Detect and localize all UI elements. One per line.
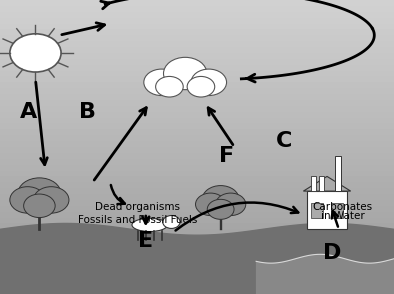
Text: A: A <box>20 102 37 122</box>
Bar <box>0 247 394 253</box>
Text: F: F <box>219 146 234 166</box>
Bar <box>0 135 394 141</box>
Bar <box>0 71 394 76</box>
Bar <box>0 0 394 6</box>
Bar <box>0 253 394 259</box>
Bar <box>0 112 394 118</box>
Circle shape <box>33 187 69 213</box>
Bar <box>0 82 394 88</box>
Bar <box>0 94 394 100</box>
Bar <box>0 106 394 112</box>
Bar <box>0 29 394 35</box>
Circle shape <box>164 57 207 90</box>
Circle shape <box>10 187 45 213</box>
Bar <box>0 88 394 94</box>
Bar <box>0 288 394 294</box>
Bar <box>0 123 394 129</box>
Bar <box>0 270 394 276</box>
Circle shape <box>24 194 55 218</box>
Bar <box>0 223 394 229</box>
Bar <box>0 12 394 18</box>
Circle shape <box>187 76 215 97</box>
Bar <box>0 76 394 82</box>
Bar <box>0 259 394 265</box>
Circle shape <box>163 216 180 228</box>
Text: C: C <box>276 131 292 151</box>
Bar <box>0 18 394 24</box>
Text: Dead organisms: Dead organisms <box>95 202 180 212</box>
Text: E: E <box>138 231 153 251</box>
Bar <box>0 282 394 288</box>
Bar <box>0 147 394 153</box>
Bar <box>0 229 394 235</box>
Bar <box>335 156 341 191</box>
Bar <box>311 176 316 191</box>
Circle shape <box>156 76 183 97</box>
Text: B: B <box>79 102 96 122</box>
Bar <box>0 176 394 182</box>
Bar <box>0 153 394 159</box>
Bar <box>0 188 394 194</box>
Bar <box>0 206 394 212</box>
Bar <box>0 194 394 200</box>
Bar <box>0 53 394 59</box>
Bar <box>0 65 394 71</box>
Bar <box>331 203 343 218</box>
Circle shape <box>191 69 227 96</box>
Bar <box>0 35 394 41</box>
Bar <box>0 165 394 171</box>
Text: D: D <box>323 243 342 263</box>
Text: Fossils and Fossil Fuels: Fossils and Fossil Fuels <box>78 216 197 225</box>
Circle shape <box>207 199 234 219</box>
Bar <box>319 176 324 191</box>
Bar <box>307 191 347 229</box>
Bar <box>0 159 394 165</box>
Bar <box>0 241 394 247</box>
Bar <box>0 24 394 29</box>
Bar <box>0 212 394 218</box>
Circle shape <box>18 178 61 210</box>
Bar <box>0 265 394 270</box>
Bar <box>0 59 394 65</box>
Bar <box>0 129 394 135</box>
Bar <box>0 6 394 12</box>
Ellipse shape <box>132 218 167 232</box>
Bar <box>0 276 394 282</box>
Bar <box>0 141 394 147</box>
Bar <box>0 182 394 188</box>
Circle shape <box>10 34 61 72</box>
Text: in Water: in Water <box>321 211 365 221</box>
Circle shape <box>195 193 226 216</box>
Circle shape <box>216 193 246 216</box>
Bar <box>0 118 394 123</box>
Text: Carbonates: Carbonates <box>313 202 373 212</box>
Bar <box>0 235 394 241</box>
Bar <box>0 171 394 176</box>
Bar <box>0 41 394 47</box>
Bar <box>0 47 394 53</box>
Bar <box>0 200 394 206</box>
Bar <box>0 218 394 223</box>
Bar <box>0 100 394 106</box>
Bar <box>311 203 323 218</box>
Circle shape <box>202 186 239 213</box>
Polygon shape <box>303 176 351 191</box>
Circle shape <box>144 69 179 96</box>
